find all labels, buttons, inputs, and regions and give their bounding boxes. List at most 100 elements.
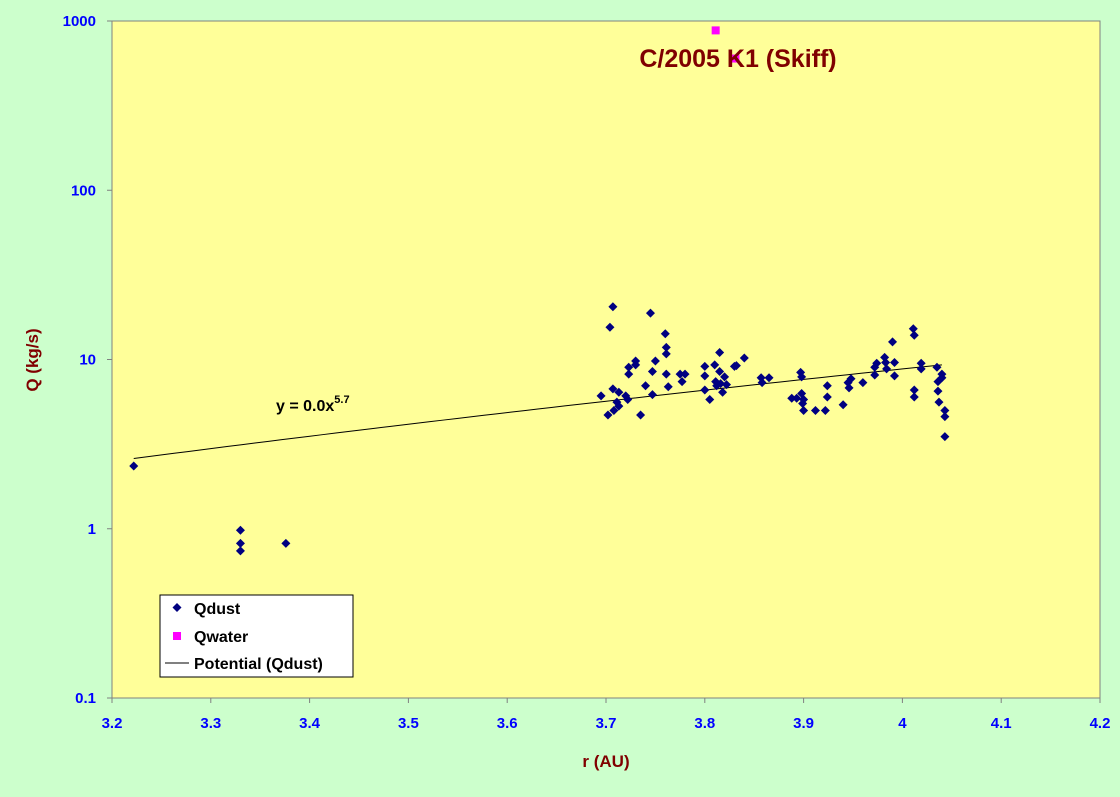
- qdust-point: [663, 382, 673, 392]
- qdust-point: [647, 366, 657, 376]
- qdust-point: [940, 412, 950, 422]
- qdust-point: [623, 395, 633, 405]
- y-tick-label: 1: [88, 521, 96, 538]
- qdust-point: [822, 392, 832, 402]
- qdust-point: [660, 329, 670, 339]
- x-tick-label: 3.2: [102, 715, 123, 732]
- qdust-point: [680, 369, 690, 379]
- qdust-point: [603, 410, 613, 420]
- qdust-point: [820, 405, 830, 415]
- x-tick-label: 3.9: [793, 715, 814, 732]
- qdust-point: [624, 369, 634, 379]
- x-tick-label: 3.8: [694, 715, 715, 732]
- y-axis-label: Q (kg/s): [23, 328, 42, 391]
- qdust-point: [700, 385, 710, 395]
- qdust-point: [909, 385, 919, 395]
- qdust-point: [661, 369, 671, 379]
- x-tick-label: 3.3: [200, 715, 221, 732]
- qdust-point: [908, 324, 918, 334]
- legend-box: [159, 594, 354, 678]
- qwater-point: [711, 26, 720, 35]
- x-tick-label: 3.6: [497, 715, 518, 732]
- qdust-point: [129, 461, 139, 471]
- qdust-point: [608, 384, 618, 394]
- axes: 3.2 3.3 3.4 3.5 3.6 3.7 3.8 3.9 4 4.1 4.2 0.1 1 10 100…: [63, 13, 1111, 732]
- legend-qwater-marker: [173, 632, 181, 640]
- qdust-point: [718, 387, 728, 397]
- qdust-point: [933, 386, 943, 396]
- qdust-point: [916, 358, 926, 368]
- y-tick-label: 0.1: [75, 690, 96, 707]
- qdust-point: [609, 405, 619, 415]
- qdust-point: [934, 397, 944, 407]
- plot-area: [111, 20, 1101, 699]
- qdust-point: [715, 347, 725, 357]
- chart-title: C/2005 K1 (Skiff): [639, 45, 836, 73]
- qdust-point: [916, 364, 926, 374]
- x-tick-label: 4: [898, 715, 907, 732]
- qdust-point: [909, 392, 919, 402]
- qdust-point: [235, 546, 245, 556]
- qdust-point: [700, 361, 710, 371]
- qdust-point: [700, 371, 710, 381]
- legend-qdust-label: Qdust: [194, 601, 241, 618]
- qdust-point: [647, 390, 657, 400]
- qdust-point: [677, 377, 687, 387]
- qdust-point: [281, 538, 291, 548]
- legend-qwater-label: Qwater: [194, 629, 248, 646]
- qdust-point: [792, 393, 802, 403]
- qdust-point: [645, 308, 655, 318]
- trendline: [133, 364, 942, 460]
- trendline-layer: [133, 364, 942, 460]
- qdust-point: [715, 366, 725, 376]
- qdust-point: [605, 322, 615, 332]
- qdust-point: [872, 358, 882, 368]
- qdust-point: [937, 373, 947, 383]
- qdust-point: [235, 538, 245, 548]
- qdust-point: [844, 383, 854, 393]
- x-tick-label: 4.2: [1090, 715, 1111, 732]
- qdust-point: [636, 410, 646, 420]
- qdust-point: [870, 370, 880, 380]
- qdust-point: [797, 372, 807, 382]
- qdust-point: [716, 379, 726, 389]
- qdust-point: [722, 380, 732, 390]
- qdust-point: [846, 374, 856, 384]
- legend: Qdust Qwater Potential (Qdust): [159, 594, 354, 678]
- qdust-point: [799, 405, 809, 415]
- x-tick-label: 3.4: [299, 715, 321, 732]
- qdust-point: [810, 405, 820, 415]
- qdust-point: [650, 356, 660, 366]
- qdust-point: [799, 395, 809, 405]
- x-tick-label: 4.1: [991, 715, 1012, 732]
- qdust-point: [882, 364, 892, 374]
- qdust-point: [932, 362, 942, 372]
- trendline-equation-text: y = 0.0x: [276, 398, 334, 415]
- qdust-point: [614, 401, 624, 411]
- qdust-point: [624, 362, 634, 372]
- qdust-point: [889, 358, 899, 368]
- qdust-point: [889, 371, 899, 381]
- trendline-equation-exponent: 5.7: [334, 394, 349, 406]
- x-axis-label: r (AU): [582, 752, 629, 771]
- qdust-point: [858, 378, 868, 388]
- legend-trendline-label: Potential (Qdust): [194, 656, 323, 673]
- qdust-point: [731, 361, 741, 371]
- qdust-point: [739, 353, 749, 363]
- qdust-point: [631, 356, 641, 366]
- y-tick-label: 10: [79, 352, 96, 369]
- qdust-point: [710, 360, 720, 370]
- x-tick-label: 3.5: [398, 715, 419, 732]
- qdust-point: [641, 381, 651, 391]
- qwater-point: [731, 54, 740, 63]
- qdust-point: [235, 525, 245, 535]
- qdust-point: [720, 372, 730, 382]
- legend-qdust-marker: [172, 603, 182, 612]
- qdust-point: [661, 349, 671, 359]
- qdust-point: [661, 342, 671, 352]
- y-tick-label: 1000: [63, 13, 96, 30]
- qdust-point: [940, 405, 950, 415]
- x-tick-label: 3.7: [596, 715, 617, 732]
